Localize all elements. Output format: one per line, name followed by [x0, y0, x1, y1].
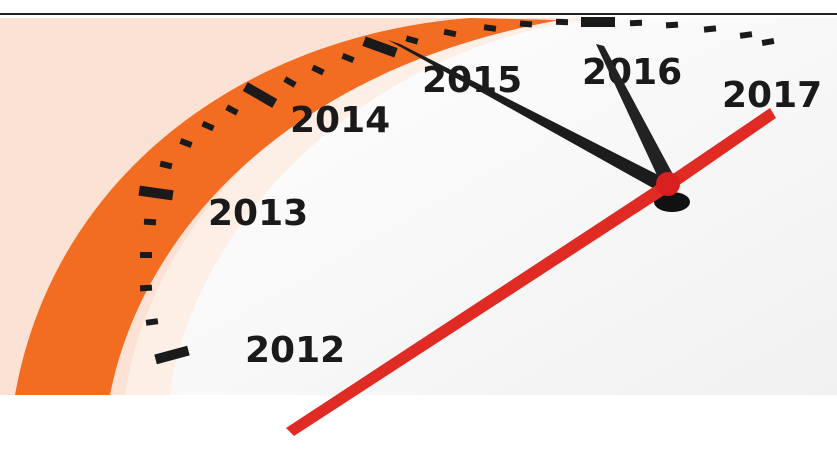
tick [666, 22, 678, 29]
tick [520, 20, 532, 27]
tick [140, 285, 152, 292]
tick [140, 252, 152, 258]
year-label: 2017 [722, 75, 822, 116]
year-label: 2013 [208, 193, 308, 234]
tick [630, 20, 642, 26]
tick [704, 25, 717, 32]
hub [656, 172, 680, 196]
tick [581, 17, 615, 27]
tick [144, 219, 156, 226]
year-label: 2016 [582, 52, 682, 93]
year-label: 2014 [290, 100, 390, 141]
clock-illustration: 2012 2013 2014 2015 2016 2017 [0, 0, 837, 450]
tick [556, 19, 568, 25]
year-label: 2012 [245, 330, 345, 371]
